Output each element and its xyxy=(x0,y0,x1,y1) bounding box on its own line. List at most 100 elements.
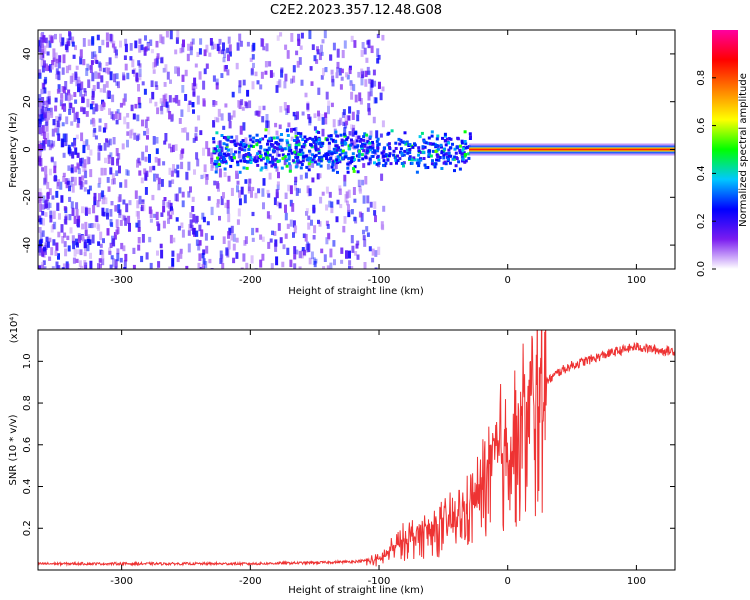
spectrogram-cell xyxy=(340,143,344,147)
spectrogram-cell xyxy=(168,111,172,120)
spectrogram-cell xyxy=(55,68,59,75)
spectrogram-cell xyxy=(400,151,404,155)
spectrogram-cell xyxy=(275,166,279,172)
spectrogram-cell xyxy=(187,243,191,253)
spectrogram-cell xyxy=(237,150,241,159)
spectrogram-cell xyxy=(379,133,383,138)
spectrogram-cell xyxy=(299,160,303,164)
spectrogram-cell xyxy=(155,58,159,66)
spectrogram-cell xyxy=(191,102,195,108)
spectrogram-cell xyxy=(411,145,415,149)
spectrogram-cell xyxy=(310,219,313,226)
spectrogram-cell xyxy=(316,46,319,52)
spectrogram-cell xyxy=(202,249,206,255)
spectrogram-cell xyxy=(230,225,234,234)
spectrogram-cell xyxy=(238,190,242,198)
spectrogram-cell xyxy=(71,183,75,193)
spectrogram-cell xyxy=(96,34,100,41)
spectrogram-cell xyxy=(198,240,202,246)
spectrogram-cell xyxy=(99,105,103,110)
spectrogram-cell xyxy=(405,140,409,144)
spectrogram-cell xyxy=(84,247,87,252)
spectrogram-cell xyxy=(149,166,152,173)
spectrogram-cell xyxy=(222,142,226,146)
spectrogram-cell xyxy=(172,164,175,173)
spectrogram-cell xyxy=(279,32,283,37)
spectrogram-cell xyxy=(255,133,259,137)
spectrogram-cell xyxy=(74,99,78,104)
spectrogram-cell xyxy=(347,156,351,160)
spectrogram-cell xyxy=(159,34,163,44)
spectrogram-cell xyxy=(155,148,159,155)
spectrogram-cell xyxy=(108,250,112,255)
spectrogram-cell xyxy=(255,143,259,147)
spectrogram-cell xyxy=(266,189,270,195)
spectrogram-cell xyxy=(192,91,196,96)
spectrogram-cell xyxy=(84,229,88,237)
spectrogram-cell xyxy=(387,154,391,158)
spectrogram-cell xyxy=(57,122,61,128)
spectrogram-cell xyxy=(201,264,205,269)
spectrogram-cell xyxy=(166,104,170,113)
spectrogram-cell xyxy=(267,147,271,151)
spectrogram-cell xyxy=(169,30,173,40)
spectrogram-cell xyxy=(320,144,324,148)
spectrogram-cell xyxy=(71,151,75,159)
spectrogram-cell xyxy=(365,133,369,137)
spectrogram-cell xyxy=(175,217,179,222)
spectrogram-cell xyxy=(336,134,340,138)
spectrogram-cell xyxy=(195,239,199,246)
spectrogram-cell xyxy=(252,158,256,162)
spectrogram-cell xyxy=(163,82,167,87)
spectrogram-cell xyxy=(302,233,306,239)
spectrogram-cell xyxy=(163,140,167,145)
spectrogram-cell xyxy=(376,33,380,39)
spectrogram-cell xyxy=(110,201,114,206)
spectrogram-cell xyxy=(88,223,92,229)
spectrogram-cell xyxy=(223,172,227,178)
spectrogram-cell xyxy=(369,158,372,165)
spectrogram-cell xyxy=(347,189,351,198)
spectrogram-cell xyxy=(361,42,365,49)
spectrogram-cell xyxy=(337,119,341,127)
spectrogram-cell xyxy=(114,205,118,212)
spectrogram-cell xyxy=(313,55,317,62)
spectrogram-cell xyxy=(135,77,139,83)
spectrogram-cell xyxy=(345,72,348,78)
spectrogram-cell xyxy=(168,143,172,149)
spectrogram-cell xyxy=(201,212,205,220)
spectrogram-cell xyxy=(246,154,250,158)
spectrogram-cell xyxy=(58,55,62,63)
spectrogram-cell xyxy=(381,86,385,92)
spectrogram-cell xyxy=(39,114,42,124)
spectrogram-cell xyxy=(312,206,316,211)
spectrogram-cell xyxy=(228,51,232,57)
spectrogram-cell xyxy=(242,166,246,170)
spectrogram-cell xyxy=(458,144,462,148)
snr-y-tick-label: 0.2 xyxy=(22,520,33,536)
spectrogram-cell xyxy=(317,142,321,146)
spectrogram-cell xyxy=(440,151,444,155)
spectrogram-cell xyxy=(238,85,242,94)
spectrogram-cell xyxy=(335,144,339,148)
spectrogram-cell xyxy=(41,230,45,237)
spectrogram-cell xyxy=(49,107,53,116)
spectrogram-cell xyxy=(254,140,258,145)
spectrogram-cell xyxy=(112,178,116,185)
spectrogram-cell xyxy=(257,188,261,194)
spectrogram-cell xyxy=(360,68,364,75)
spectrogram-cell xyxy=(137,97,141,105)
spectrogram-cell xyxy=(92,205,96,214)
spectrogram-cell xyxy=(108,138,112,146)
spectrogram-cell xyxy=(50,36,54,44)
spectrogram-cell xyxy=(357,152,361,156)
spectrogram-cell xyxy=(367,91,371,101)
spectrogram-cell xyxy=(366,149,370,153)
spectrogram-cell xyxy=(295,50,299,56)
spectrogram-cell xyxy=(322,68,325,76)
colorbar-label: Normalized spectral amplitude xyxy=(738,73,749,227)
spectrogram-cell xyxy=(219,152,223,156)
spectrogram-cell xyxy=(371,146,375,150)
spectrogram-cell xyxy=(125,169,129,176)
spectrogram-cell xyxy=(98,193,101,202)
